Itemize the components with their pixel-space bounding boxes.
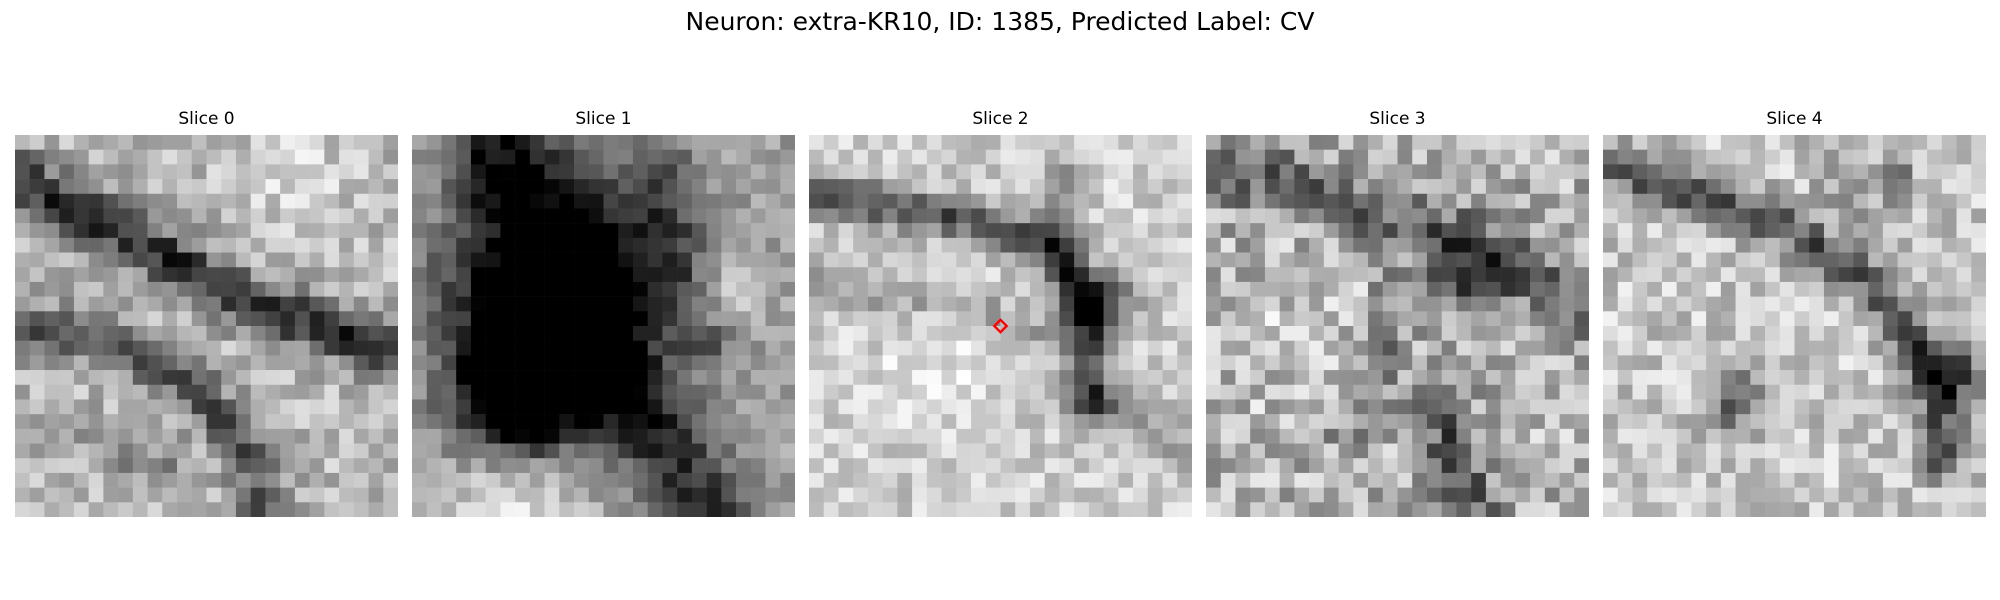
slice-title-3: Slice 3: [1206, 108, 1589, 130]
slice-title-0: Slice 0: [15, 108, 398, 130]
slice-image-4: [1603, 135, 1986, 517]
figure-title: Neuron: extra-KR10, ID: 1385, Predicted …: [0, 6, 2000, 38]
slice-panel-2: Slice 2: [809, 108, 1192, 517]
slice-panel-4: Slice 4: [1603, 108, 1986, 517]
slice-image-2: [809, 135, 1192, 517]
slice-image-1: [412, 135, 795, 517]
slice-panel-3: Slice 3: [1206, 108, 1589, 517]
slice-title-1: Slice 1: [412, 108, 795, 130]
slice-panel-1: Slice 1: [412, 108, 795, 517]
slice-image-3: [1206, 135, 1589, 517]
slice-title-2: Slice 2: [809, 108, 1192, 130]
slice-image-0: [15, 135, 398, 517]
slice-title-4: Slice 4: [1603, 108, 1986, 130]
slice-panel-0: Slice 0: [15, 108, 398, 517]
